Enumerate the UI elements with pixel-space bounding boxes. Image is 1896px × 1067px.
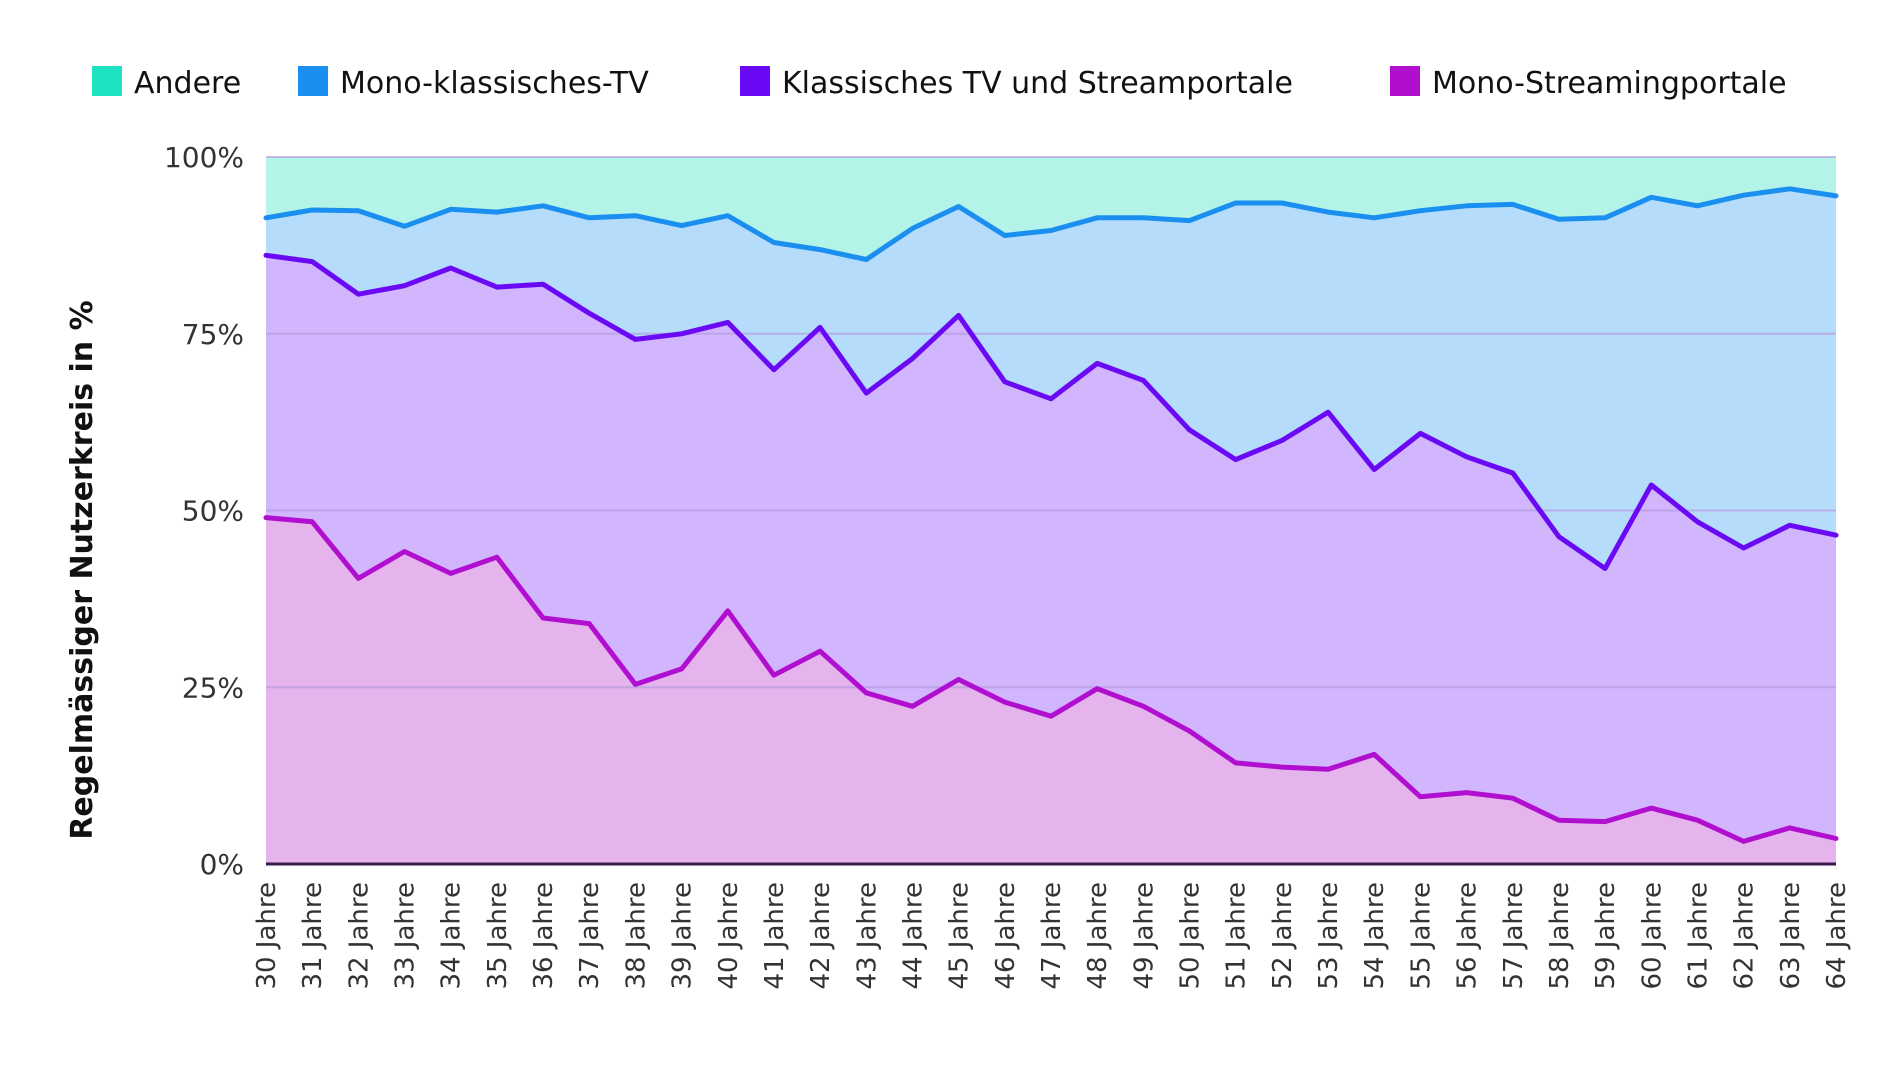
y-tick-label: 100% [164,141,244,174]
x-tick-label: 39 Jahre [668,882,698,990]
y-tick-label: 50% [182,495,244,528]
x-tick-label: 38 Jahre [621,882,651,990]
x-tick-label: 63 Jahre [1776,882,1806,990]
x-tick-label: 53 Jahre [1314,882,1344,990]
x-tick-label: 51 Jahre [1222,882,1252,990]
y-tick-labels: 0% 25% 50% 75% 100% [164,141,244,881]
legend-label: Andere [134,66,241,101]
x-tick-label: 54 Jahre [1360,882,1390,990]
x-tick-label: 62 Jahre [1730,882,1760,990]
area-klassisches-tv-und-streamportale [266,255,1836,842]
x-tick-label: 59 Jahre [1591,882,1621,990]
x-tick-label: 48 Jahre [1083,882,1113,990]
legend-item: Andere [92,66,241,101]
x-tick-label: 44 Jahre [899,882,929,990]
area-mono-klassisches-tv [266,188,1836,569]
x-tick-label: 60 Jahre [1637,882,1667,990]
area-andere [266,157,1836,260]
legend-label: Klassisches TV und Streamportale [782,66,1293,101]
x-tick-label: 64 Jahre [1822,882,1852,990]
series-line-klassisches-tv-und-streamportale [263,252,1839,571]
y-tick-label: 75% [182,318,244,351]
legend-swatch [1390,66,1420,96]
legend-item: Mono-Streamingportale [1390,66,1787,101]
legend-swatch [298,66,328,96]
x-tick-label: 61 Jahre [1684,882,1714,990]
x-tick-label: 52 Jahre [1268,882,1298,990]
legend: Andere Mono-klassisches-TV Klassisches TV … [92,66,1787,101]
legend-label: Mono-Streamingportale [1432,66,1787,101]
x-tick-label: 40 Jahre [714,882,744,990]
x-tick-label: 46 Jahre [991,882,1021,990]
x-tick-label: 42 Jahre [806,882,836,990]
x-tick-label: 31 Jahre [298,882,328,990]
x-tick-label: 35 Jahre [483,882,513,990]
series-line-mono-klassisches-tv [263,186,1839,262]
x-tick-label: 47 Jahre [1037,882,1067,990]
area-fills [266,157,1836,864]
legend-swatch [740,66,770,96]
x-tick-labels: 30 Jahre 31 Jahre 32 Jahre 33 Jahre 34 Jahre… [252,882,1852,990]
legend-item: Klassisches TV und Streamportale [740,66,1293,101]
x-tick-label: 36 Jahre [529,882,559,990]
x-tick-label: 37 Jahre [575,882,605,990]
x-tick-label: 57 Jahre [1499,882,1529,990]
legend-swatch [92,66,122,96]
x-tick-label: 41 Jahre [760,882,790,990]
x-tick-label: 32 Jahre [344,882,374,990]
legend-label: Mono-klassisches-TV [340,66,649,101]
area-mono-streamingportale [266,517,1836,864]
series-line-mono-streamingportale [263,515,1839,844]
y-tick-label: 25% [182,671,244,704]
legend-item: Mono-klassisches-TV [298,66,649,101]
x-tick-label: 43 Jahre [852,882,882,990]
series-lines [263,186,1839,844]
x-tick-label: 33 Jahre [391,882,421,990]
x-tick-label: 49 Jahre [1129,882,1159,990]
x-tick-label: 30 Jahre [252,882,282,990]
x-tick-label: 34 Jahre [437,882,467,990]
y-axis-label: Regelmässiger Nutzerkreis in % [65,300,100,839]
y-tick-label: 0% [200,848,244,881]
x-tick-label: 50 Jahre [1176,882,1206,990]
gridlines [266,156,1836,689]
x-tick-label: 56 Jahre [1453,882,1483,990]
x-tick-label: 58 Jahre [1545,882,1575,990]
x-tick-label: 55 Jahre [1406,882,1436,990]
x-tick-label: 45 Jahre [945,882,975,990]
